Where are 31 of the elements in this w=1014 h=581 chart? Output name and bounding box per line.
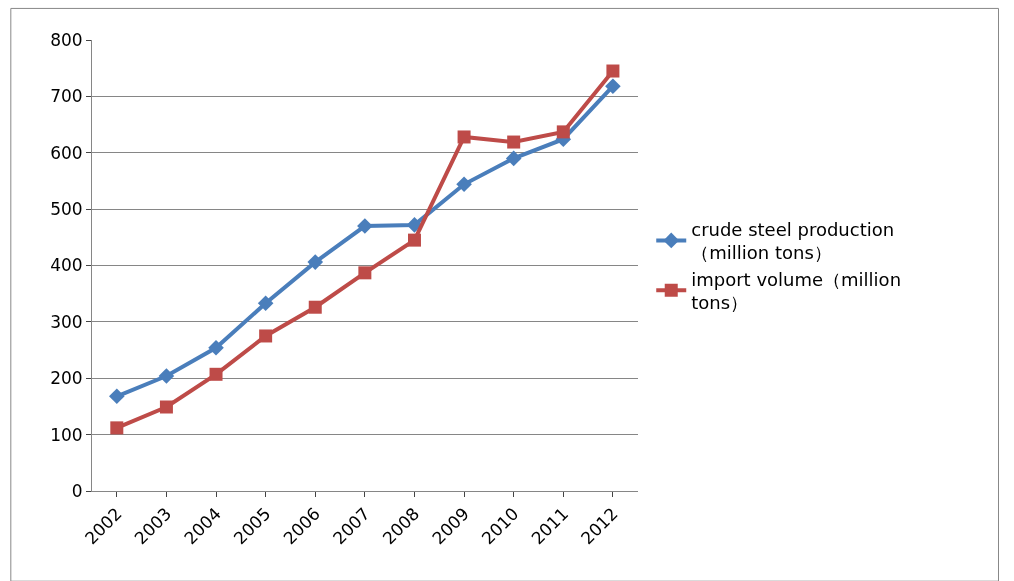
point — [605, 78, 621, 95]
point — [158, 368, 175, 384]
point — [457, 130, 471, 144]
point — [308, 300, 322, 314]
y-tick-label: 300 — [50, 311, 83, 332]
point — [556, 125, 570, 139]
y-tick-label: 400 — [50, 255, 83, 276]
point — [259, 329, 273, 343]
point — [507, 135, 521, 149]
point — [406, 217, 423, 233]
y-tick-label: 0 — [71, 480, 83, 501]
point — [407, 233, 421, 247]
point — [505, 150, 522, 167]
legend-label: import volume（million tons） — [691, 268, 902, 313]
point — [357, 218, 373, 234]
point — [109, 388, 125, 405]
point — [307, 254, 324, 270]
point — [209, 367, 223, 381]
y-tick-label: 600 — [50, 142, 83, 163]
point — [159, 400, 173, 414]
y-tick-label: 200 — [50, 368, 83, 389]
y-tick-label: 500 — [50, 199, 83, 220]
point — [257, 295, 274, 312]
y-tick-label: 700 — [50, 86, 83, 107]
y-tick-label: 800 — [50, 29, 83, 50]
point — [606, 64, 620, 78]
point — [110, 421, 124, 435]
y-tick-label: 100 — [50, 424, 83, 445]
point — [208, 340, 224, 356]
point — [456, 176, 472, 193]
point — [358, 266, 372, 280]
